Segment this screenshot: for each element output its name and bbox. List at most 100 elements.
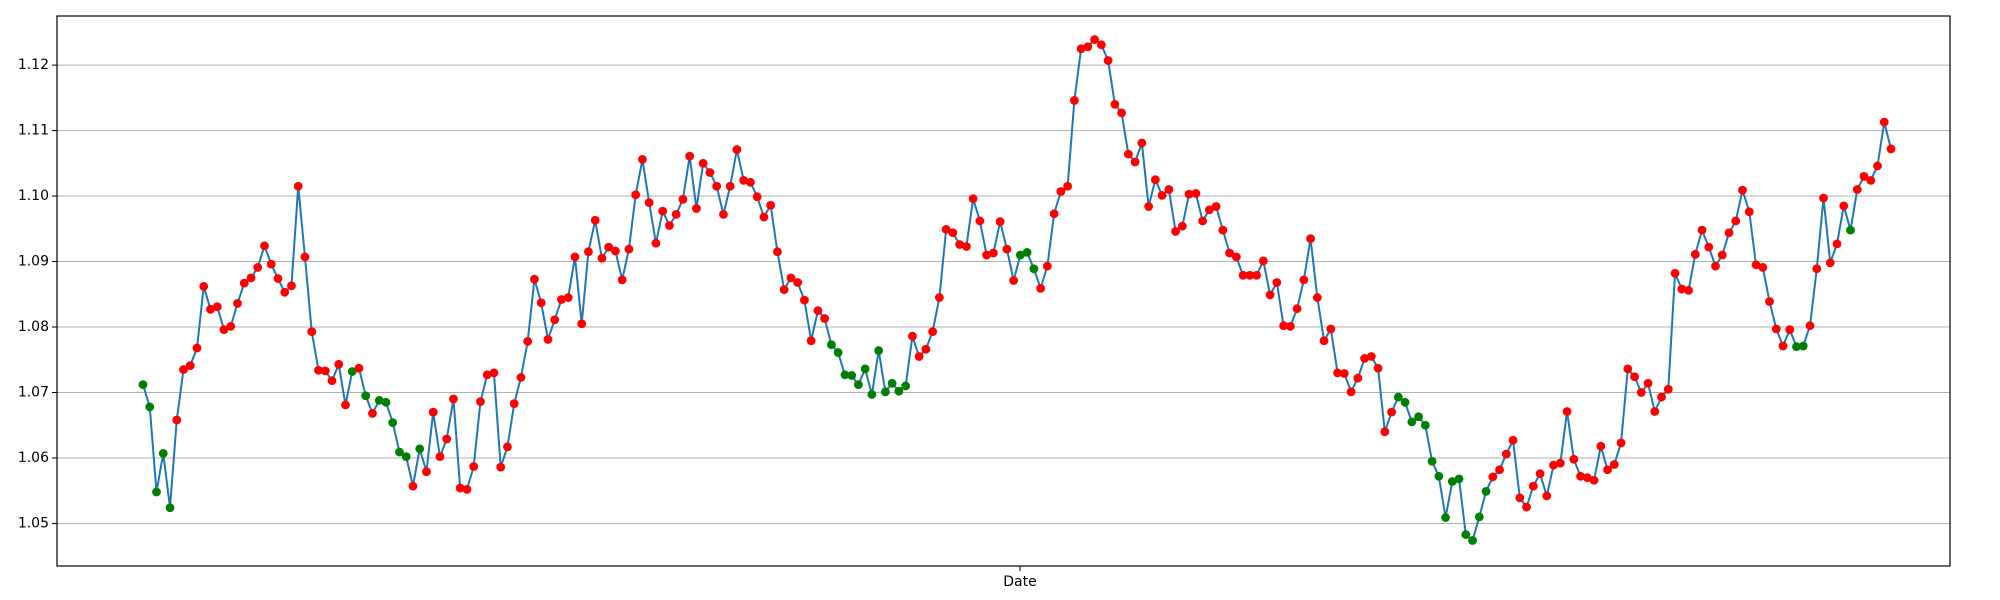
data-point-green <box>1454 474 1464 484</box>
data-point-red <box>1299 275 1309 285</box>
data-point-red <box>948 228 958 238</box>
data-point-red <box>1724 228 1734 238</box>
data-point-green <box>894 386 904 396</box>
data-point-red <box>1279 321 1288 331</box>
data-point-red <box>239 278 249 288</box>
data-point-red <box>759 212 769 222</box>
data-point-red <box>746 177 755 187</box>
data-point-red <box>638 154 647 164</box>
data-point-red <box>449 394 458 404</box>
data-point-red <box>341 400 350 410</box>
data-point-red <box>1812 264 1822 274</box>
data-point-red <box>712 181 722 191</box>
data-point-green <box>145 402 155 412</box>
data-point-green <box>138 380 148 390</box>
data-point-red <box>1663 384 1673 394</box>
data-point-green <box>1414 412 1423 422</box>
data-point-red <box>530 274 539 284</box>
y-tick-label: 1.09 <box>18 254 49 270</box>
data-point-red <box>435 452 445 462</box>
data-point-red <box>1056 187 1066 196</box>
data-point-red <box>793 278 803 287</box>
data-point-red <box>1198 216 1207 226</box>
data-point-green <box>1029 264 1039 274</box>
data-point-red <box>462 484 472 494</box>
data-point-green <box>1441 513 1450 522</box>
data-point-red <box>1231 252 1241 262</box>
data-point-green <box>158 448 168 458</box>
data-point-red <box>1002 244 1012 254</box>
data-point-red <box>975 216 985 226</box>
data-point-red <box>1555 458 1565 468</box>
series-line-layer <box>142 38 1892 542</box>
data-point-red <box>550 315 560 325</box>
data-point-green <box>1798 341 1808 351</box>
data-point-green <box>880 387 890 397</box>
data-point-green <box>1461 530 1471 539</box>
data-point-red <box>1387 407 1396 417</box>
data-point-green <box>1447 477 1457 486</box>
data-point-red <box>1684 285 1693 295</box>
data-point-red <box>557 295 566 304</box>
data-point-red <box>1130 157 1140 167</box>
data-point-red <box>1866 175 1876 185</box>
data-point-red <box>941 225 951 234</box>
y-tick-label: 1.11 <box>18 123 49 139</box>
data-point-red <box>523 337 533 346</box>
data-point-green <box>395 447 404 457</box>
data-point-red <box>1630 372 1639 382</box>
data-point-red <box>273 274 283 283</box>
data-point-red <box>624 244 634 254</box>
data-point-red <box>1670 268 1680 278</box>
data-point-red <box>1036 283 1046 293</box>
data-point-red <box>705 168 715 177</box>
data-point-red <box>1582 473 1592 483</box>
data-point-red <box>300 252 310 262</box>
data-point-red <box>766 200 776 210</box>
data-point-red <box>1306 234 1315 244</box>
data-point-red <box>590 215 600 225</box>
data-point-red <box>428 407 438 417</box>
data-point-red <box>1589 475 1599 485</box>
data-point-green <box>152 487 161 497</box>
y-tick-label: 1.12 <box>18 57 49 73</box>
data-point-red <box>1117 108 1127 118</box>
data-point-red <box>496 462 506 472</box>
data-point-red <box>1096 40 1106 50</box>
data-point-red <box>1488 472 1498 482</box>
data-point-red <box>1339 369 1349 378</box>
data-point-red <box>961 242 971 251</box>
data-point-red <box>934 293 944 302</box>
data-point-red <box>253 263 263 272</box>
data-point-red <box>489 368 499 378</box>
data-point-green <box>1792 342 1801 352</box>
data-point-red <box>1711 261 1720 271</box>
data-point-red <box>1873 161 1882 171</box>
data-point-red <box>1751 260 1761 270</box>
data-point-green <box>1400 397 1410 407</box>
data-point-red <box>219 325 229 335</box>
data-point-red <box>611 246 620 256</box>
data-point-green <box>1022 247 1032 257</box>
data-point-red <box>476 397 485 407</box>
data-point-red <box>665 221 674 230</box>
data-point-red <box>293 181 303 191</box>
data-point-red <box>1204 205 1214 215</box>
data-point-red <box>1103 56 1113 65</box>
data-point-green <box>1474 512 1484 522</box>
data-point-red <box>185 361 195 371</box>
data-point-red <box>1150 175 1160 185</box>
data-point-red <box>1603 465 1612 475</box>
data-point-red <box>1009 276 1019 285</box>
data-point-red <box>287 281 296 291</box>
data-point-red <box>442 434 452 444</box>
data-point-red <box>1677 284 1687 294</box>
data-point-red <box>800 295 809 305</box>
data-point-red <box>988 248 998 258</box>
data-point-green <box>1420 420 1430 430</box>
data-point-red <box>806 336 816 346</box>
data-point-red <box>260 241 269 251</box>
data-point-red <box>921 344 931 354</box>
data-point-red <box>692 204 701 213</box>
data-point-green <box>381 397 391 407</box>
